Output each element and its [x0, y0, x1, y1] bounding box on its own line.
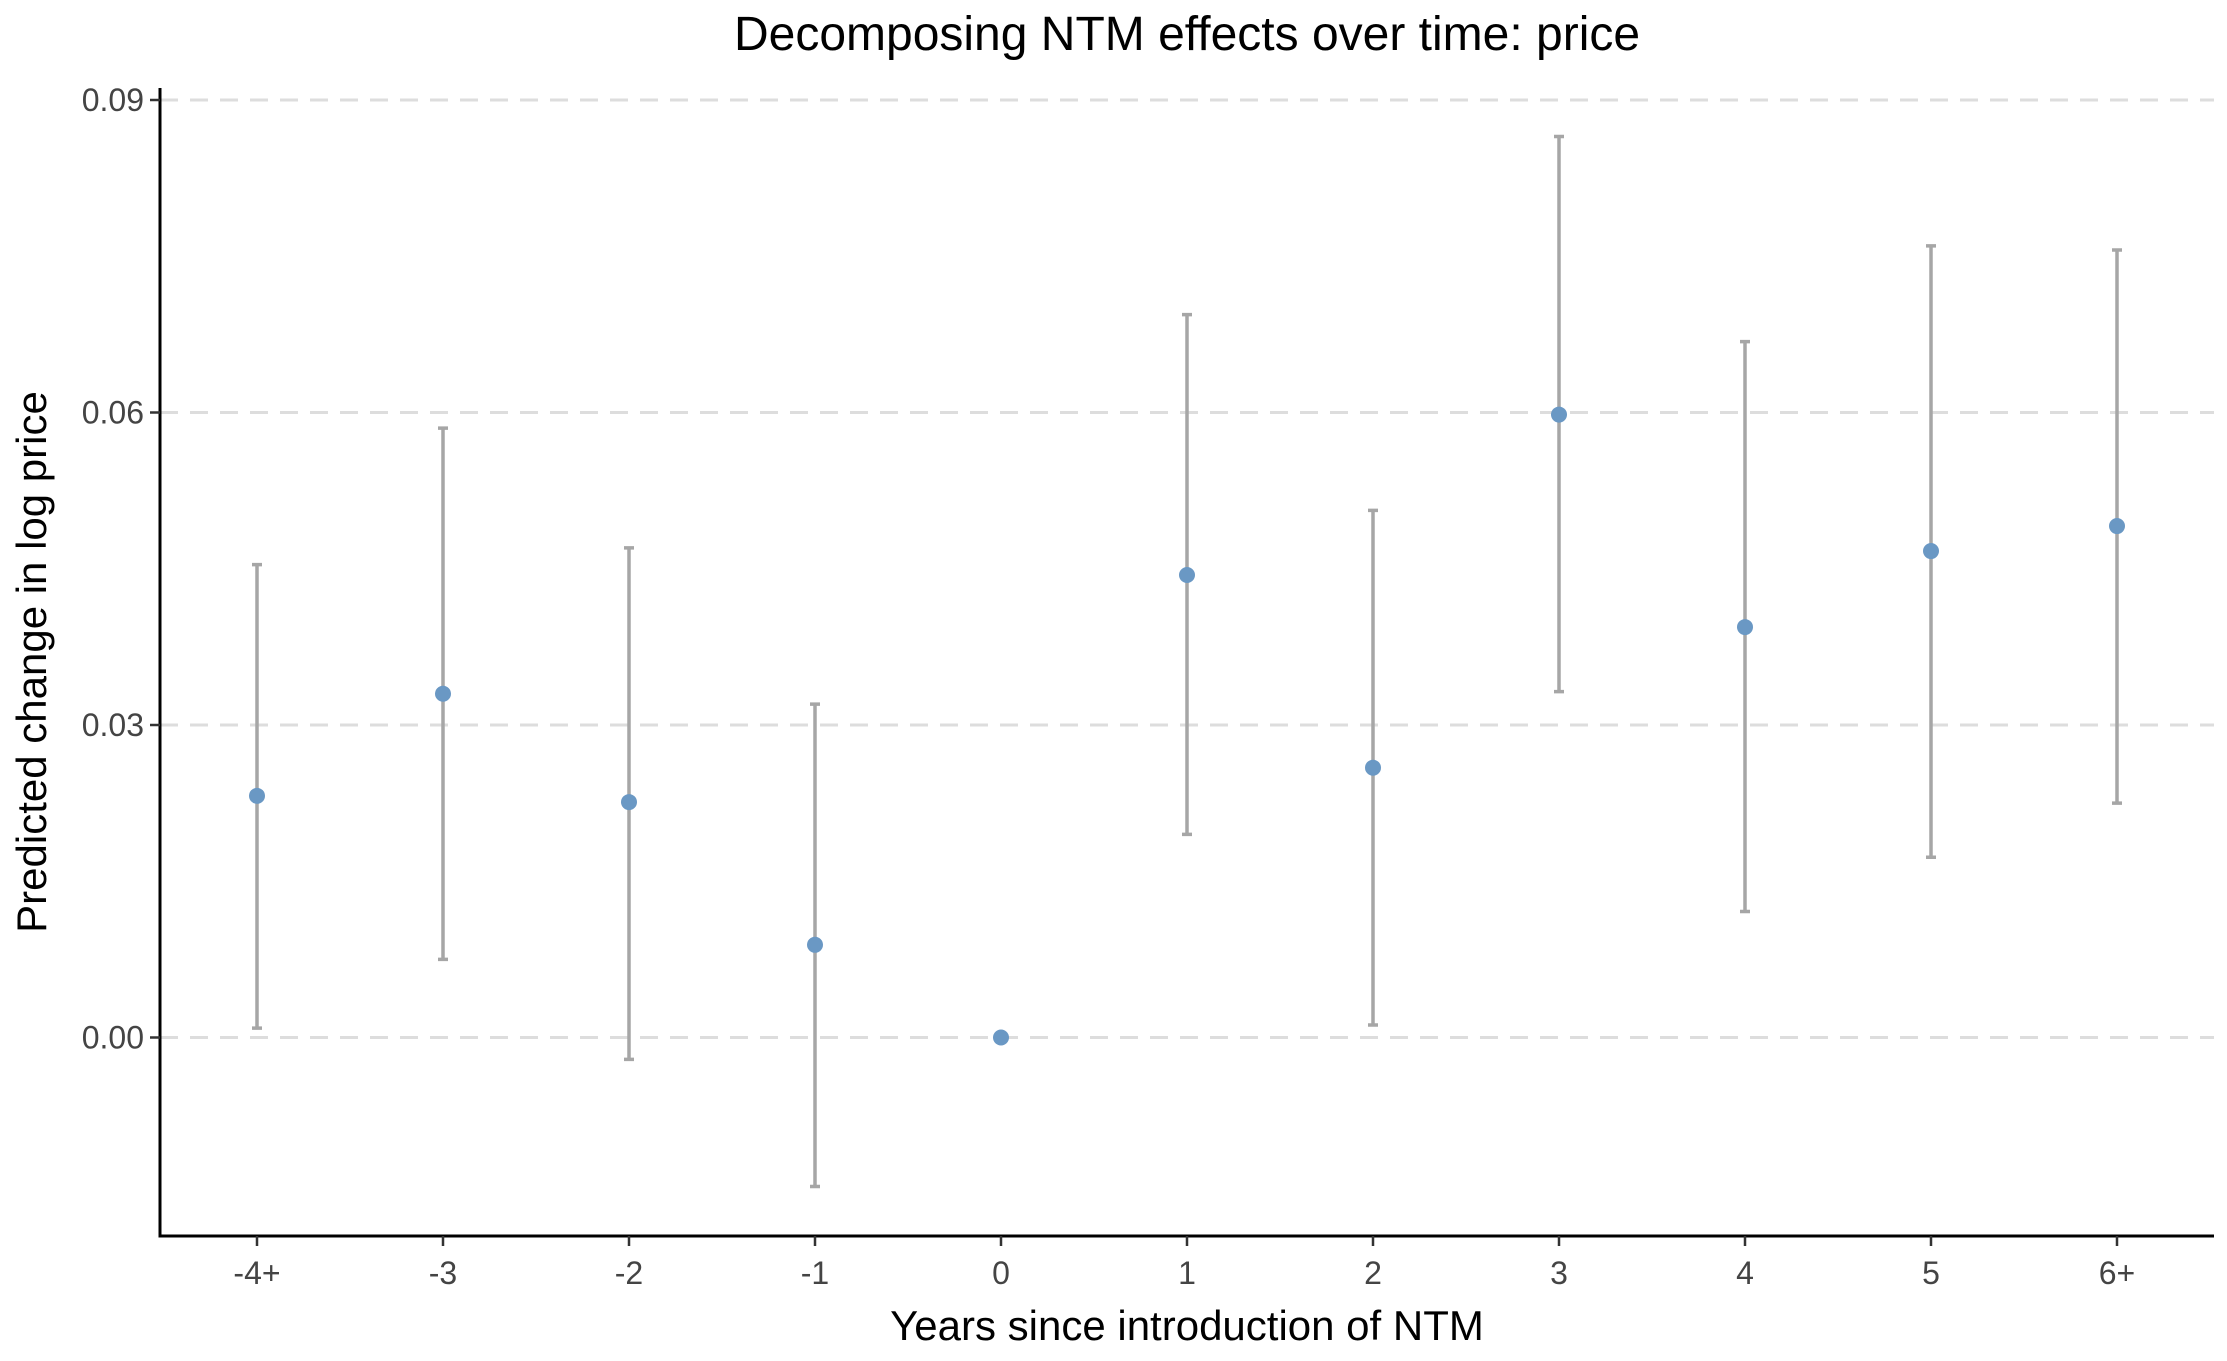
x-tick-label-6: 2 [1364, 1255, 1382, 1291]
data-point-1 [435, 685, 451, 702]
data-point-9 [1923, 543, 1939, 560]
data-point-3 [807, 936, 823, 953]
x-tick-label-8: 4 [1736, 1255, 1754, 1291]
data-point-6 [1365, 759, 1381, 776]
chart-title: Decomposing NTM effects over time: price [734, 8, 1640, 61]
y-tick-label-2: 0.06 [82, 395, 144, 431]
x-tick-label-4: 0 [992, 1255, 1010, 1291]
data-points [249, 406, 2125, 1046]
y-tick-label-3: 0.09 [82, 82, 144, 118]
x-tick-label-9: 5 [1922, 1255, 1940, 1291]
data-point-8 [1737, 619, 1753, 636]
y-axis-label: Predicted change in log price [8, 391, 55, 933]
y-tick-label-1: 0.03 [82, 707, 144, 743]
x-tick-label-3: -1 [801, 1255, 829, 1291]
y-tick-label-0: 0.00 [82, 1020, 144, 1056]
x-tick-label-5: 1 [1178, 1255, 1196, 1291]
data-point-0 [249, 787, 265, 804]
x-tick-label-2: -2 [615, 1255, 643, 1291]
x-tick-label-10: 6+ [2099, 1255, 2135, 1291]
data-point-2 [621, 794, 637, 811]
x-tick-label-7: 3 [1550, 1255, 1568, 1291]
data-point-5 [1179, 567, 1195, 583]
error-bars [252, 134, 2122, 1189]
x-axis-ticks: -4+ -3 -2 -1 0 1 2 3 4 5 6+ [233, 1236, 2135, 1291]
data-point-4 [993, 1029, 1009, 1046]
x-axis-label: Years since introduction of NTM [890, 1302, 1484, 1349]
data-point-10 [2109, 518, 2125, 535]
data-point-7 [1551, 406, 1567, 423]
y-axis-ticks: 0.00 0.03 0.06 0.09 [82, 82, 160, 1056]
x-tick-label-0: -4+ [233, 1255, 280, 1291]
x-tick-label-1: -3 [429, 1255, 457, 1291]
